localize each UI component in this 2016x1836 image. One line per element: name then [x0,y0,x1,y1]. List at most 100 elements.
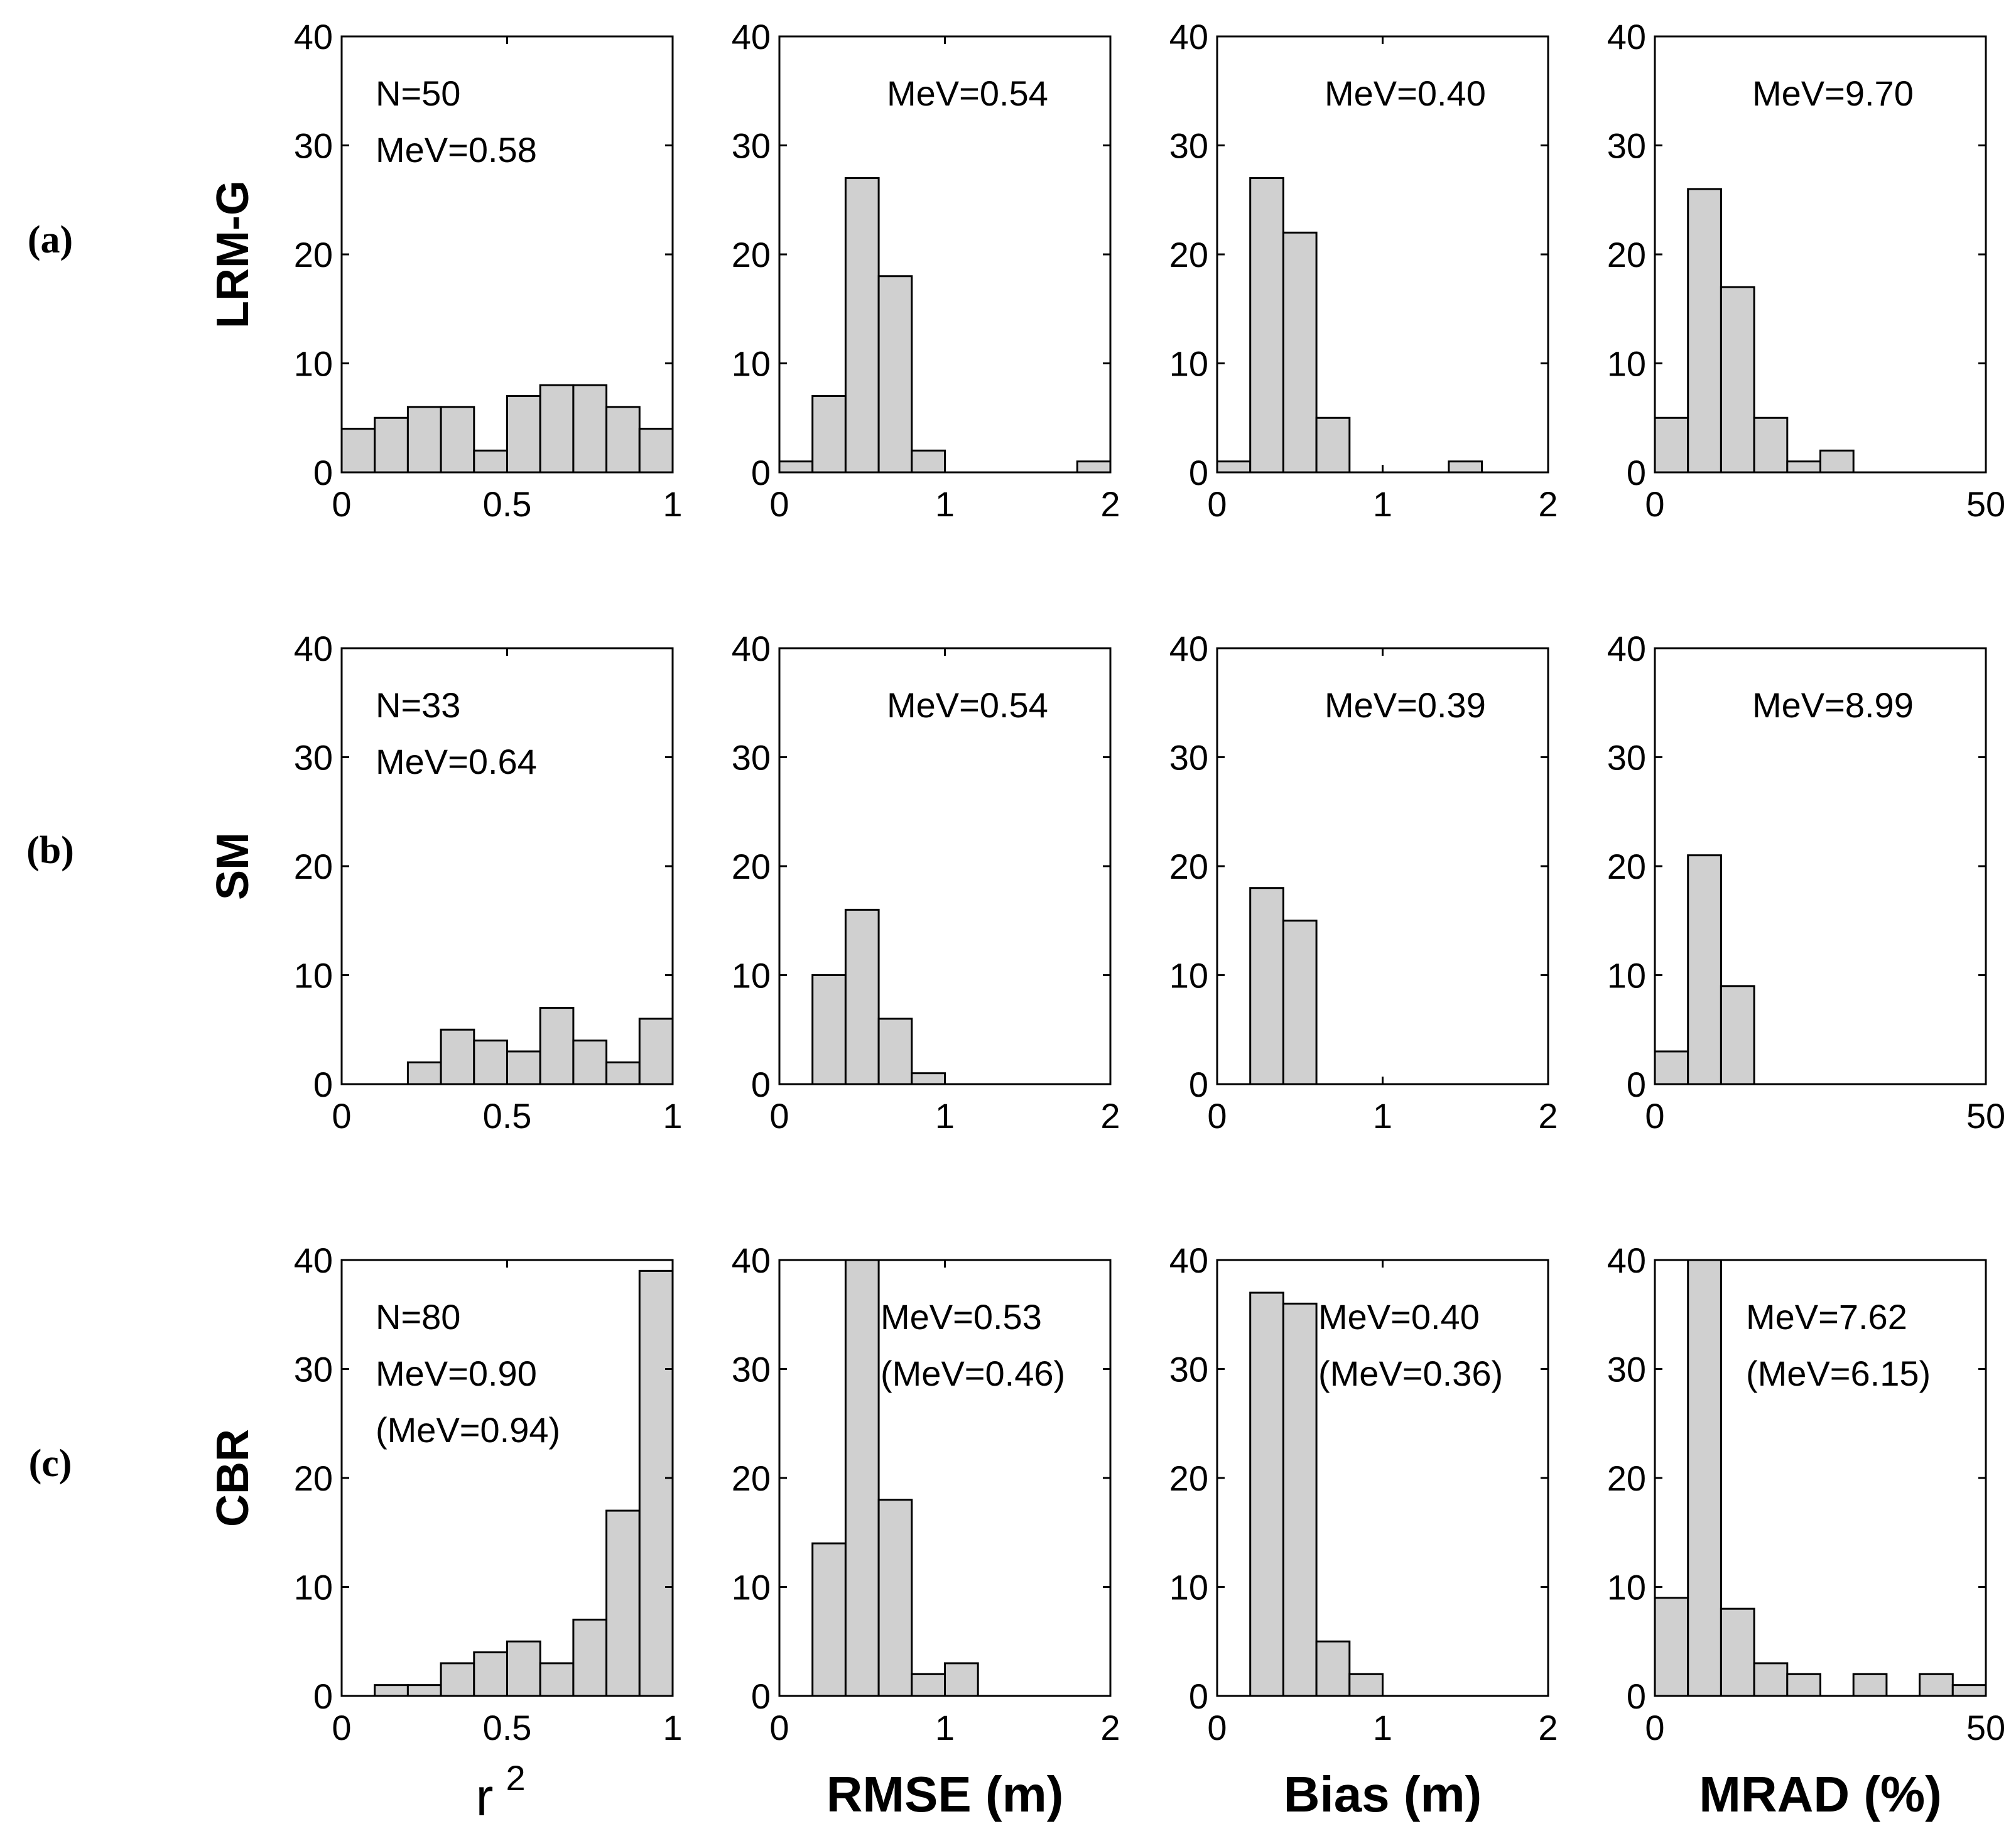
histogram-bar [1852,1673,1888,1697]
histogram-bar [1282,231,1318,474]
y-tick-label: 40 [1607,629,1646,668]
y-tick-label: 40 [1169,17,1208,57]
x-tick-label: 0 [769,484,789,524]
histogram-bar [1720,286,1755,474]
y-tick-label: 30 [1169,1350,1208,1389]
x-tick-label: 0.5 [483,1708,532,1747]
x-axis-title: MRAD (%) [1699,1766,1942,1822]
histogram-bar [440,406,475,474]
y-tick-label: 30 [1607,738,1646,778]
row-letter-label: (c) [29,1442,72,1485]
histogram-bar [473,1040,508,1085]
histogram-bar [506,395,541,474]
histogram-bar [406,1684,442,1697]
panel-annotation: N=80 [376,1297,460,1337]
histogram-bar [1786,1673,1822,1697]
histogram-bar [844,908,880,1085]
x-axis-title: RMSE (m) [826,1766,1064,1822]
histogram-bar [1282,1302,1318,1697]
y-tick-label: 20 [1169,847,1208,886]
y-tick-label: 10 [732,344,771,384]
y-tick-label: 30 [1607,126,1646,166]
y-tick-label: 40 [1169,629,1208,668]
histogram-bar [911,1072,946,1085]
histogram-bar [1720,1607,1755,1697]
histogram-bar [1315,1640,1351,1697]
y-tick-label: 10 [294,344,333,384]
y-tick-label: 0 [313,453,333,492]
y-tick-label: 10 [732,1568,771,1607]
histogram-bar [506,1050,541,1085]
x-tick-label: 1 [663,1096,682,1136]
histogram-panel: 0 10 20 30 40 0 0.5 1 N=33 MeV=0.64 [294,629,683,1136]
histogram-bar [1076,460,1112,474]
x-tick-label: 1 [663,484,682,524]
y-tick-label: 0 [1627,1676,1646,1716]
panel-annotation: MeV=0.58 [376,130,537,170]
y-tick-label: 0 [1189,1065,1208,1104]
histogram-bar [638,1018,674,1085]
x-axis-title-superscript: 2 [506,1758,526,1798]
histogram-bar [605,406,641,474]
histogram-bar [877,1018,913,1085]
y-tick-label: 0 [313,1676,333,1716]
y-tick-label: 20 [1607,235,1646,274]
histogram-bar [340,428,376,474]
panel-annotation: MeV=0.40 [1318,1297,1480,1337]
histogram-bar [572,384,608,474]
x-tick-label: 50 [1966,484,2005,524]
y-tick-label: 20 [294,235,333,274]
x-tick-label: 2 [1100,484,1120,524]
y-tick-label: 0 [751,1065,771,1104]
histogram-bar [1249,177,1284,474]
histogram-bar [1249,887,1284,1085]
y-tick-label: 0 [751,453,771,492]
y-tick-label: 10 [294,1568,333,1607]
histogram-bar [877,1499,913,1697]
row-method-label: CBR [208,1429,258,1527]
y-tick-label: 40 [294,1241,333,1280]
y-tick-label: 30 [294,1350,333,1389]
histogram-bar [374,416,409,474]
histogram-bar [440,1662,475,1697]
y-tick-label: 10 [294,956,333,996]
y-tick-label: 30 [1169,126,1208,166]
histogram-bar [844,177,880,474]
panel-annotation: MeV=0.54 [887,73,1048,113]
y-tick-label: 10 [1169,956,1208,996]
histogram-bar [1919,1673,1954,1697]
panel-annotation: MeV=0.64 [376,742,537,781]
panel-annotation: N=33 [376,685,460,725]
x-tick-label: 0 [332,1708,351,1747]
y-tick-label: 20 [1169,1458,1208,1498]
histogram-bar [1753,416,1789,474]
y-tick-label: 40 [732,629,771,668]
histogram-panel: 0 10 20 30 40 0 1 2 MeV=0.39 [1169,629,1558,1136]
histogram-bar [539,1662,575,1697]
x-tick-label: 0 [1207,484,1227,524]
y-tick-label: 0 [1627,1065,1646,1104]
y-tick-label: 20 [1607,1458,1646,1498]
panel-annotation: MeV=0.90 [376,1354,537,1393]
x-tick-label: 0 [1207,1096,1227,1136]
y-tick-label: 40 [732,1241,771,1280]
histogram-bar [572,1619,608,1697]
histogram-bar [1654,416,1689,474]
histogram-panel: 0 10 20 30 40 0 50 MeV=7.62 (MeV=6.15) [1607,1241,2005,1747]
y-tick-label: 20 [294,847,333,886]
x-tick-label: 1 [935,1096,955,1136]
histogram-panel: 0 10 20 30 40 0 1 2 MeV=0.40 (MeV=0.36) [1169,1241,1558,1747]
x-tick-label: 1 [1373,1708,1392,1747]
panel-annotation: MeV=9.70 [1752,73,1914,113]
histogram-bar [473,449,508,474]
histogram-bar [911,1673,946,1697]
histogram-bar [944,1662,979,1697]
histogram-bar [638,1269,674,1697]
x-tick-label: 2 [1538,484,1558,524]
y-tick-label: 20 [732,847,771,886]
histogram-panel: 0 10 20 30 40 0 1 2 MeV=0.54 [732,629,1120,1136]
histogram-bar [1654,1050,1689,1085]
histogram-bar [1753,1662,1789,1697]
x-tick-label: 0 [769,1708,789,1747]
panel-annotation: (MeV=0.36) [1318,1354,1503,1393]
